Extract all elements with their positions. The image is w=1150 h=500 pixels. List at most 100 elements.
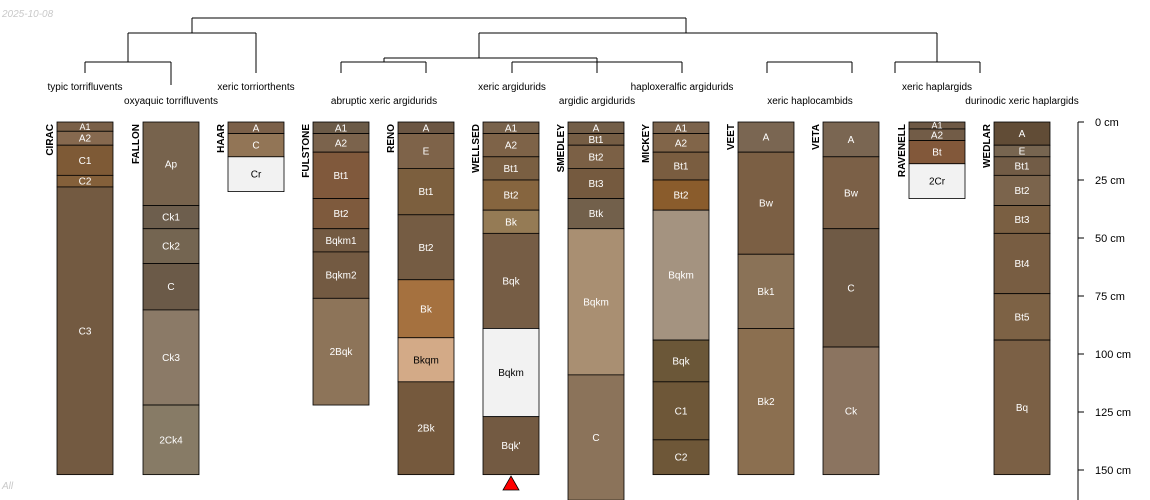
- depth-axis: 0 cm 25 cm 50 cm 75 cm 100 cm 125 cm 150 cm: [1077, 117, 1131, 500]
- horizon-cirac-4: [56, 186, 114, 476]
- horizon-label: A2: [931, 130, 944, 141]
- horizon-label: Ap: [165, 159, 178, 170]
- horizon-label: Bw: [759, 199, 774, 210]
- profile-reno: A E Bt1 Bt2 Bk Bkqm 2Bk RENO: [386, 121, 455, 476]
- horizon-label: C3: [79, 326, 92, 337]
- depth-tick-label: 50 cm: [1095, 233, 1125, 245]
- horizon-label: Bqkm: [668, 271, 694, 282]
- horizon-label: Bw: [844, 188, 859, 199]
- horizon-label: Bqk: [502, 276, 520, 287]
- horizon-wedlar-5: [993, 232, 1051, 295]
- profile-name: WELLSED: [471, 124, 482, 173]
- profile-name: HAAR: [216, 123, 227, 153]
- profile-name: RAVENELL: [897, 124, 908, 177]
- horizon-fallon-0: [142, 121, 200, 206]
- horizon-smedley-3: [567, 167, 625, 199]
- profile-name: RENO: [386, 124, 397, 153]
- horizon-reno-6: [397, 381, 455, 476]
- horizon-fallon-2: [142, 228, 200, 264]
- horizon-label: Bt4: [1014, 259, 1029, 270]
- horizon-veta-1: [822, 156, 880, 230]
- horizon-fulstone-5: [312, 251, 370, 299]
- horizon-label: Bt1: [503, 164, 518, 175]
- truncation-marker: [502, 475, 520, 491]
- markers: [502, 475, 520, 491]
- horizon-label: Bt2: [673, 191, 688, 202]
- horizon-fallon-3: [142, 263, 200, 311]
- depth-tick-label: 125 cm: [1095, 407, 1131, 419]
- horizon-label: Bk2: [757, 397, 775, 408]
- horizon-mickey-3: [652, 179, 710, 211]
- horizon-cirac-2: [56, 144, 114, 176]
- horizon-label: Cr: [251, 170, 262, 181]
- horizon-label: A: [848, 135, 855, 146]
- horizon-veet-2: [737, 253, 795, 329]
- horizon-label: 2Ck4: [159, 435, 183, 446]
- horizon-label: Ck2: [162, 242, 180, 253]
- horizon-label: E: [1019, 147, 1026, 158]
- horizon-label: Bk: [505, 217, 518, 228]
- taxon-label: durinodic xeric haplargids: [965, 96, 1078, 107]
- profile-fulstone: A1 A2 Bt1 Bt2 Bqkm1 Bqkm2 2Bqk FULSTONE: [301, 121, 370, 406]
- horizon-label: Bk1: [757, 287, 775, 298]
- horizon-label: Bt3: [588, 179, 603, 190]
- horizon-label: A2: [335, 138, 348, 149]
- horizon-wedlar-7: [993, 339, 1051, 476]
- depth-tick-label: 150 cm: [1095, 465, 1131, 477]
- horizon-label: C1: [79, 156, 92, 167]
- horizon-label: A1: [335, 123, 348, 134]
- horizon-haar-2: [227, 156, 285, 193]
- profile-fallon: Ap Ck1 Ck2 C Ck3 2Ck4 FALLON: [131, 121, 200, 476]
- horizon-label: Bt2: [418, 243, 433, 254]
- horizon-label: A2: [79, 134, 92, 145]
- profile-veta: A Bw C Ck VETA: [811, 121, 880, 476]
- profile-wedlar: AE Bt1 Bt2 Bt3 Bt4 Bt5 Bq WEDLAR: [982, 121, 1051, 476]
- horizon-veta-3: [822, 346, 880, 476]
- horizon-veet-0: [737, 121, 795, 153]
- horizon-label: C: [592, 433, 599, 444]
- horizon-label: Ck3: [162, 353, 180, 364]
- horizon-label: A1: [505, 123, 518, 134]
- date-stamp: 2025-10-08: [2, 9, 54, 20]
- profile-haar: AC Cr HAAR: [216, 121, 285, 193]
- horizon-label: Bt1: [673, 162, 688, 173]
- profile-cirac: A1 A2 C1 C2 C3 CIRAC: [45, 121, 114, 476]
- horizon-fulstone-2: [312, 151, 370, 199]
- horizon-wedlar-3: [993, 174, 1051, 206]
- horizon-label: A2: [505, 141, 518, 152]
- depth-tick-label: 75 cm: [1095, 291, 1125, 303]
- horizon-label: Ck: [845, 406, 858, 417]
- horizon-label: A: [253, 123, 260, 134]
- horizon-label: A1: [931, 121, 942, 131]
- horizon-reno-1: [397, 133, 455, 169]
- horizon-label: Bt2: [333, 209, 348, 220]
- horizon-label: Bqkm2: [325, 271, 357, 282]
- horizon-mickey-7: [652, 439, 710, 476]
- depth-tick-label: 0 cm: [1095, 117, 1119, 129]
- horizon-label: A: [1019, 129, 1026, 140]
- horizon-label: C1: [675, 406, 688, 417]
- horizon-label: A: [763, 133, 770, 144]
- horizon-label: 2Bk: [417, 424, 435, 435]
- horizon-label: Btk: [589, 209, 604, 220]
- taxon-label: xeric haplargids: [902, 82, 972, 93]
- horizon-label: A: [593, 123, 600, 134]
- horizon-wellsed-6: [482, 328, 540, 418]
- depth-tick-label: 100 cm: [1095, 349, 1131, 361]
- filter-label: All: [2, 481, 14, 492]
- profile-name: MICKEY: [641, 124, 652, 163]
- horizon-label: A2: [675, 138, 688, 149]
- horizon-label: Bk: [420, 304, 433, 315]
- horizon-fulstone-6: [312, 297, 370, 406]
- horizon-label: Bt5: [1014, 312, 1029, 323]
- horizon-label: Bkqm: [413, 355, 439, 366]
- horizon-label: E: [423, 147, 430, 158]
- horizon-label: 2Cr: [929, 177, 946, 188]
- horizon-label: C2: [79, 177, 92, 188]
- taxon-label: argidic argidurids: [559, 96, 635, 107]
- horizon-label: C2: [675, 453, 688, 464]
- horizon-label: Bt2: [588, 152, 603, 163]
